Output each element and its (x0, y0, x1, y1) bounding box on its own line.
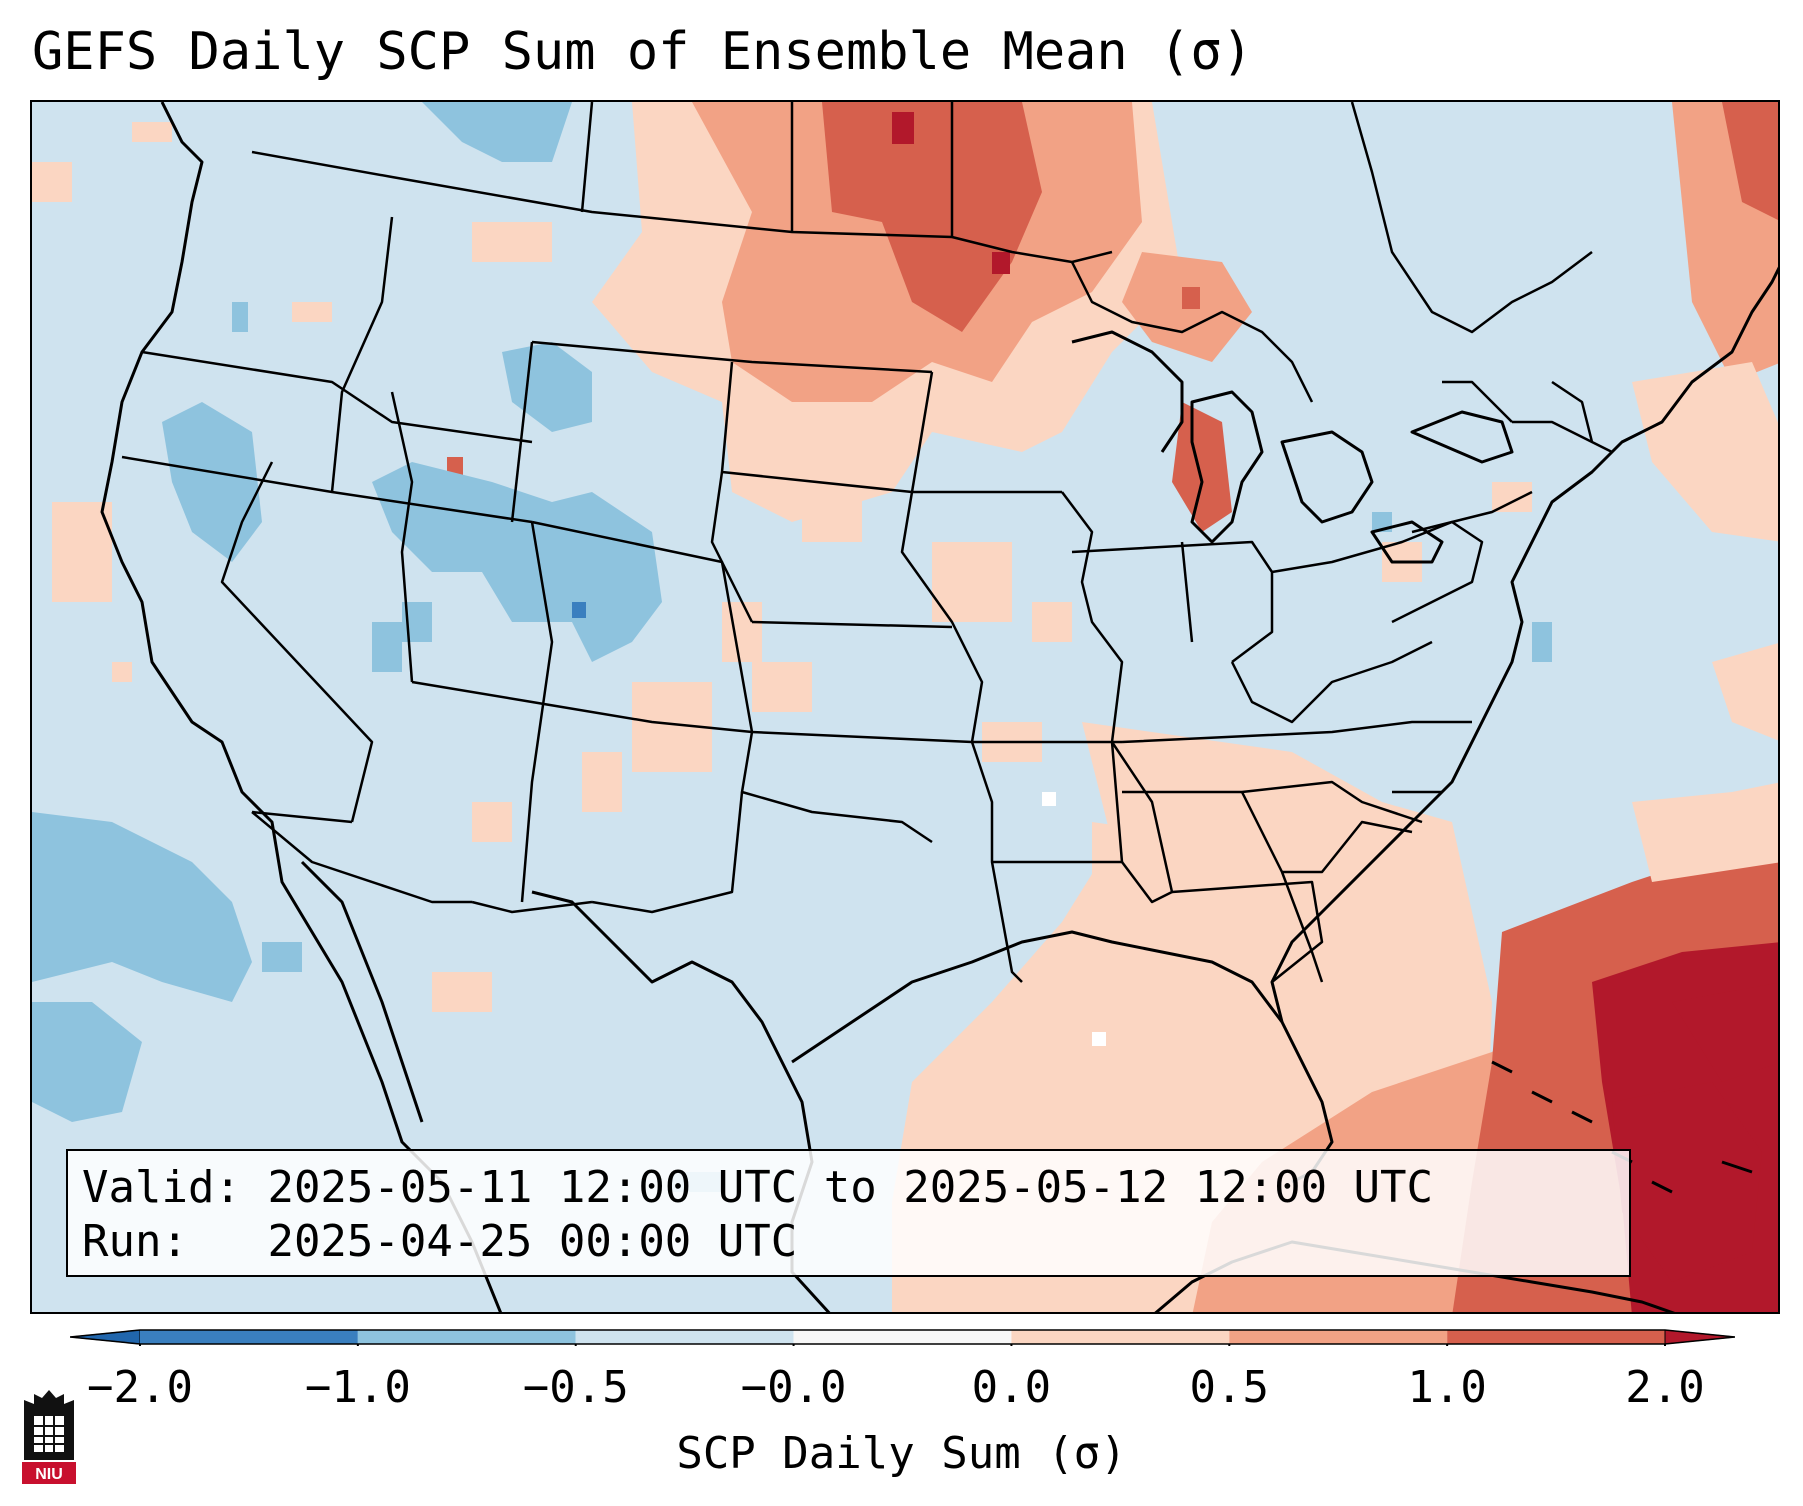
positive-anomaly-atlantic (1632, 102, 1778, 882)
map-panel (30, 100, 1780, 1314)
colorbar-bin (575, 1330, 794, 1344)
map-canvas (32, 102, 1778, 1312)
negative-anomaly-colorado (572, 602, 586, 618)
map-title: GEFS Daily SCP Sum of Ensemble Mean (σ) (32, 22, 1253, 82)
state-borders (121, 102, 1613, 983)
valid-time-range: 2025-05-11 12:00 UTC to 2025-05-12 12:00… (267, 1162, 1434, 1213)
colorbar-bin (1011, 1330, 1230, 1344)
run-label: Run: (82, 1216, 188, 1267)
colorbar-tick-label: −1.0 (304, 1362, 411, 1413)
colorbar-tick-label: 2.0 (1625, 1362, 1705, 1413)
colorbar-over-arrow (1664, 1329, 1735, 1345)
positive-anomaly-scattered (32, 122, 1532, 1012)
negative-anomaly-west (32, 102, 1552, 1192)
colorbar-bin (1229, 1330, 1448, 1344)
positive-anomaly-north-plains (592, 102, 1252, 532)
colorbar-tick-label: −0.5 (522, 1362, 629, 1413)
valid-label: Valid: (82, 1162, 241, 1213)
niu-logo: NIU (22, 1390, 76, 1484)
run-time: 2025-04-25 00:00 UTC (267, 1216, 798, 1267)
colorbar-tick-label: 0.5 (1189, 1362, 1270, 1413)
colorbar-under-arrow (70, 1329, 141, 1345)
colorbar-bin (357, 1330, 576, 1344)
colorbar-bin (1447, 1330, 1665, 1344)
colorbar-tick-label: 0.0 (971, 1362, 1052, 1413)
near-zero-pixel (1042, 792, 1056, 806)
colorbar-label: SCP Daily Sum (σ) (676, 1428, 1127, 1479)
colorbar-tick-label: 1.0 (1407, 1362, 1487, 1413)
near-zero-pixel (1092, 1032, 1106, 1046)
colorbar-bin (793, 1330, 1012, 1344)
niu-logo-text: NIU (35, 1466, 63, 1483)
validity-info-box: Valid: 2025-05-11 12:00 UTC to 2025-05-1… (66, 1149, 1631, 1277)
colorbar-bin (140, 1330, 358, 1344)
colorbar (70, 1329, 1735, 1346)
colorbar-tick-label: −2.0 (87, 1362, 193, 1413)
colorbar-tick-label: −0.0 (740, 1362, 847, 1413)
